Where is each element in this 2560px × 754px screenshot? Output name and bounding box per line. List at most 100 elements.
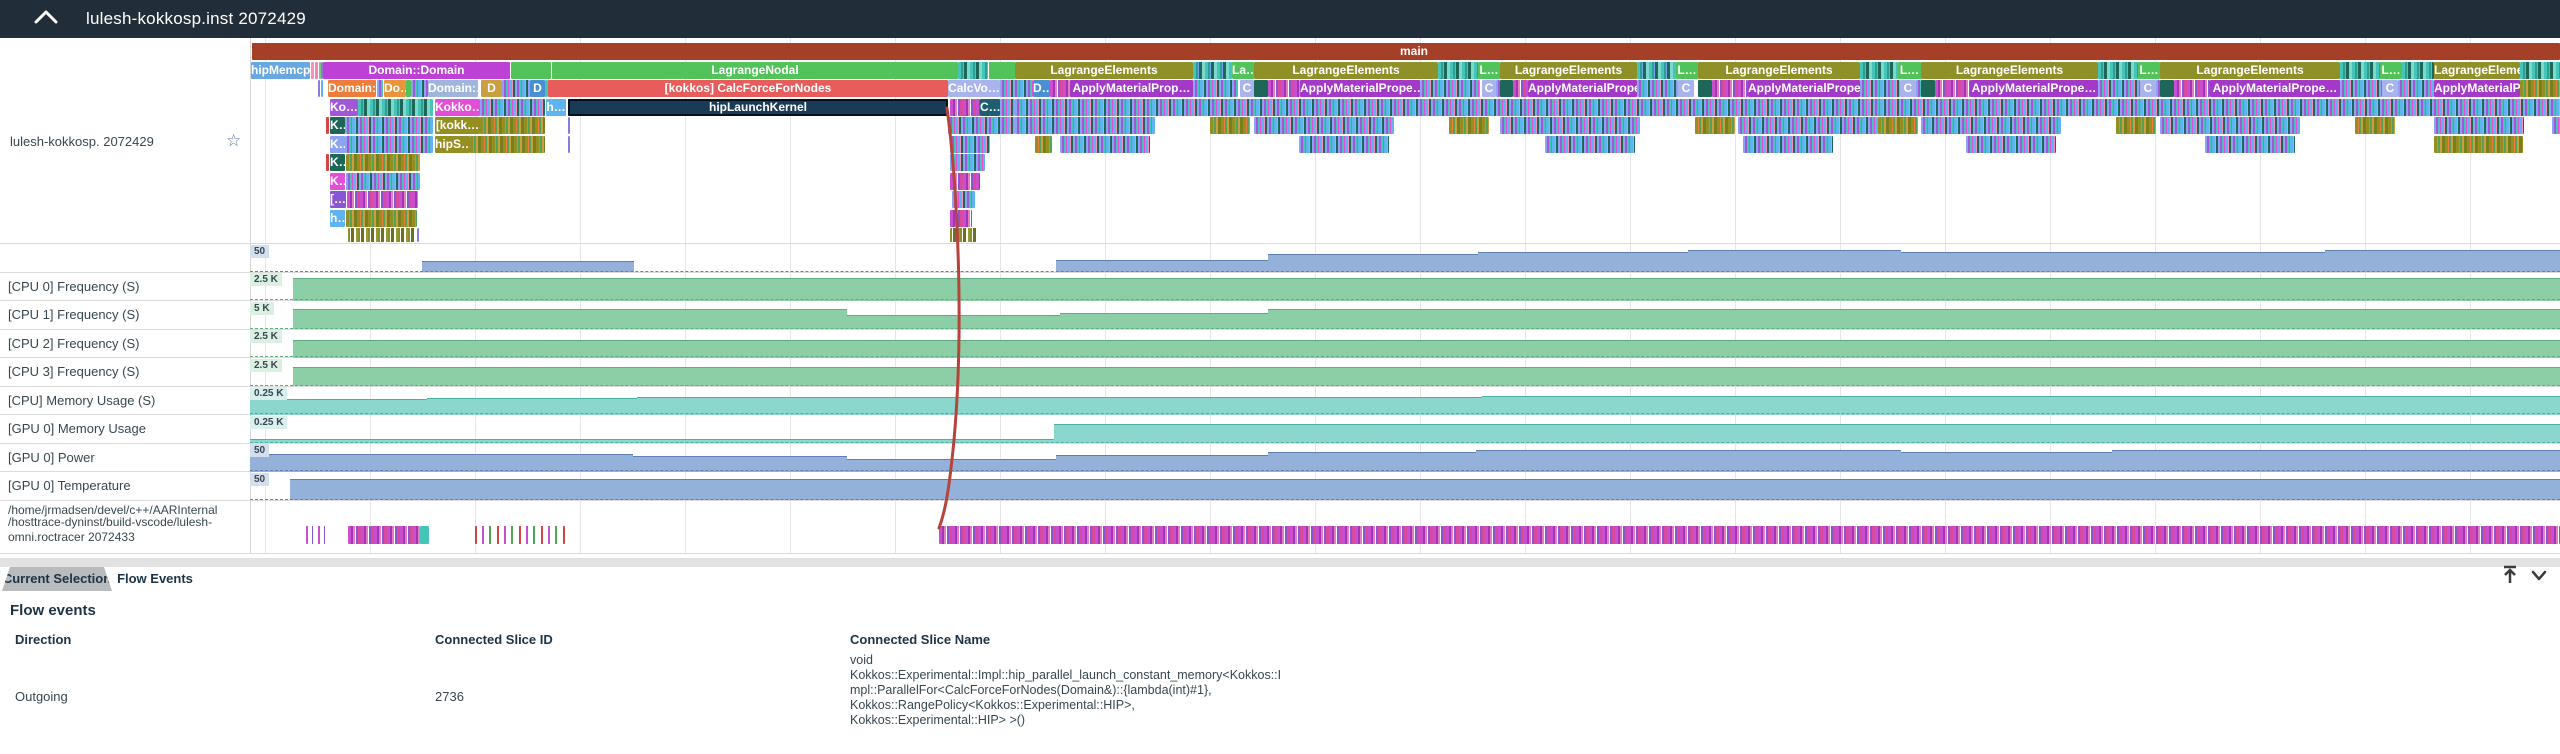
slice[interactable]: ApplyMaterialPrope… (1528, 80, 1637, 97)
slice[interactable]: hipMemcp… (251, 61, 310, 79)
slice-stripes[interactable] (326, 154, 329, 171)
slice[interactable]: main (252, 43, 2560, 60)
tab-flow-events[interactable]: Flow Events (112, 567, 198, 591)
slice-stripes[interactable] (1860, 61, 1898, 79)
slice-stripes[interactable] (2098, 80, 2140, 97)
tab-current-selection[interactable]: Current Selection (2, 567, 112, 591)
slice-stripes[interactable] (2402, 61, 2434, 79)
slice[interactable]: Kokko… (435, 98, 480, 116)
slice[interactable]: h… (546, 98, 566, 116)
slice-stripes[interactable] (958, 61, 988, 79)
slice-stripes[interactable] (318, 61, 321, 79)
slice[interactable]: C (2382, 80, 2398, 97)
slice-stripes[interactable] (2434, 135, 2523, 153)
track-label-3[interactable]: [CPU 2] Frequency (S) (8, 335, 140, 351)
slice[interactable]: LagrangeNodal (552, 61, 958, 79)
slice-stripes[interactable] (1000, 80, 1033, 97)
process-header-bar[interactable]: lulesh-kokkosp.inst 2072429 (0, 0, 2560, 38)
slice-stripes[interactable] (2174, 80, 2210, 97)
star-icon[interactable]: ☆ (226, 131, 242, 150)
slice-stripes[interactable] (475, 526, 565, 544)
slice-stripes[interactable] (2205, 135, 2295, 153)
slice-stripes[interactable] (2520, 80, 2560, 97)
slice[interactable]: hipS… (435, 135, 470, 153)
slice[interactable]: L… (1478, 61, 1500, 79)
slice[interactable]: C (1240, 80, 1254, 97)
slice-stripes[interactable] (568, 135, 570, 153)
slice-stripes[interactable] (1299, 135, 1389, 153)
slice-stripes[interactable] (1966, 135, 2056, 153)
slice[interactable]: Domain::… (328, 80, 376, 97)
slice[interactable]: ApplyMaterialPrope… (1970, 80, 2098, 97)
slice-stripes[interactable] (315, 61, 318, 79)
slice-stripes[interactable] (306, 526, 330, 544)
slice-stripes[interactable] (1500, 117, 1640, 134)
slice[interactable]: Do… (384, 80, 406, 97)
slice-stripes[interactable] (480, 98, 545, 116)
slice-stripes[interactable] (1921, 117, 2061, 134)
slice-stripes[interactable] (348, 228, 415, 242)
slice-stripes[interactable] (1035, 135, 1052, 153)
slice-stripes[interactable] (321, 80, 323, 97)
slice-stripes[interactable] (1496, 80, 1500, 97)
slice-stripes[interactable] (1860, 80, 1900, 97)
slice-stripes[interactable] (1500, 80, 1513, 97)
slice-stripes[interactable] (411, 80, 428, 97)
slice-stripes[interactable] (2552, 117, 2560, 134)
slice-stripes[interactable] (470, 135, 545, 153)
slice[interactable]: LagrangeElements (1254, 61, 1438, 79)
slice-stripes[interactable] (502, 80, 530, 97)
collapse-chevron-up-icon[interactable] (34, 10, 58, 29)
track-label-5[interactable]: [CPU] Memory Usage (S) (8, 392, 156, 408)
slice-stripes[interactable] (545, 80, 548, 97)
slice[interactable]: C (1482, 80, 1496, 97)
timeline-area[interactable]: lulesh-kokkosp. 2072429 ☆ [CPU 0] Freque… (0, 38, 2560, 554)
slice[interactable]: LagrangeElements (2434, 61, 2520, 79)
slice-stripes[interactable] (345, 135, 433, 153)
slice-stripes[interactable] (568, 117, 570, 134)
slice[interactable]: Domain::Domain (323, 61, 510, 79)
slice-stripes[interactable] (1210, 117, 1250, 134)
slice-stripes[interactable] (1738, 117, 1878, 134)
slice[interactable]: [kokkos] CalcForceForNodes (548, 80, 948, 97)
slice[interactable]: LagrangeElements (1015, 61, 1193, 79)
slice-stripes[interactable] (1695, 117, 1735, 134)
slice[interactable]: Domain:… (428, 80, 478, 97)
scroll-to-top-icon[interactable] (2500, 564, 2520, 591)
slice[interactable]: L… (1898, 61, 1921, 79)
slice-stripes[interactable] (347, 191, 418, 208)
slice-stripes[interactable] (2160, 117, 2300, 134)
slice-stripes[interactable] (1921, 80, 1935, 97)
slice[interactable]: L… (2380, 61, 2402, 79)
slice-stripes[interactable] (2355, 117, 2395, 134)
slice[interactable]: ApplyMaterialPrope… (2210, 80, 2340, 97)
slice-stripes[interactable] (1193, 80, 1238, 97)
slice[interactable]: K… (330, 154, 345, 171)
slice[interactable]: K… (330, 117, 345, 134)
slice-stripes[interactable] (950, 135, 990, 153)
slice[interactable]: L… (2138, 61, 2160, 79)
slice-stripes[interactable] (1060, 135, 1150, 153)
slice[interactable]: K… (330, 172, 345, 190)
slice-stripes[interactable] (2520, 61, 2560, 79)
slice-stripes[interactable] (1637, 80, 1678, 97)
slice-stripes[interactable] (311, 61, 314, 79)
track-label-6[interactable]: [GPU 0] Memory Usage (8, 421, 146, 436)
slice[interactable]: [… (330, 191, 346, 208)
track-label-8[interactable]: [GPU 0] Temperature (8, 478, 131, 493)
slice[interactable]: ApplyMaterialPrope… (1748, 80, 1860, 97)
slice-stripes[interactable] (1513, 80, 1528, 97)
slice[interactable]: D (530, 80, 545, 97)
slice-stripes[interactable] (950, 98, 980, 116)
slice[interactable]: C (1900, 80, 1916, 97)
slice[interactable]: L… (1676, 61, 1698, 79)
slice-stripes[interactable] (1449, 117, 1489, 134)
slice[interactable]: D (481, 80, 502, 97)
slice-stripes[interactable] (377, 80, 383, 97)
slice-stripes[interactable] (2340, 61, 2380, 79)
slice-stripes[interactable] (989, 61, 1015, 79)
slice[interactable]: Ko… (330, 98, 358, 116)
slice-stripes[interactable] (417, 228, 419, 242)
slice-stripes[interactable] (511, 61, 551, 79)
slice[interactable]: CalcVo… (948, 80, 1000, 97)
